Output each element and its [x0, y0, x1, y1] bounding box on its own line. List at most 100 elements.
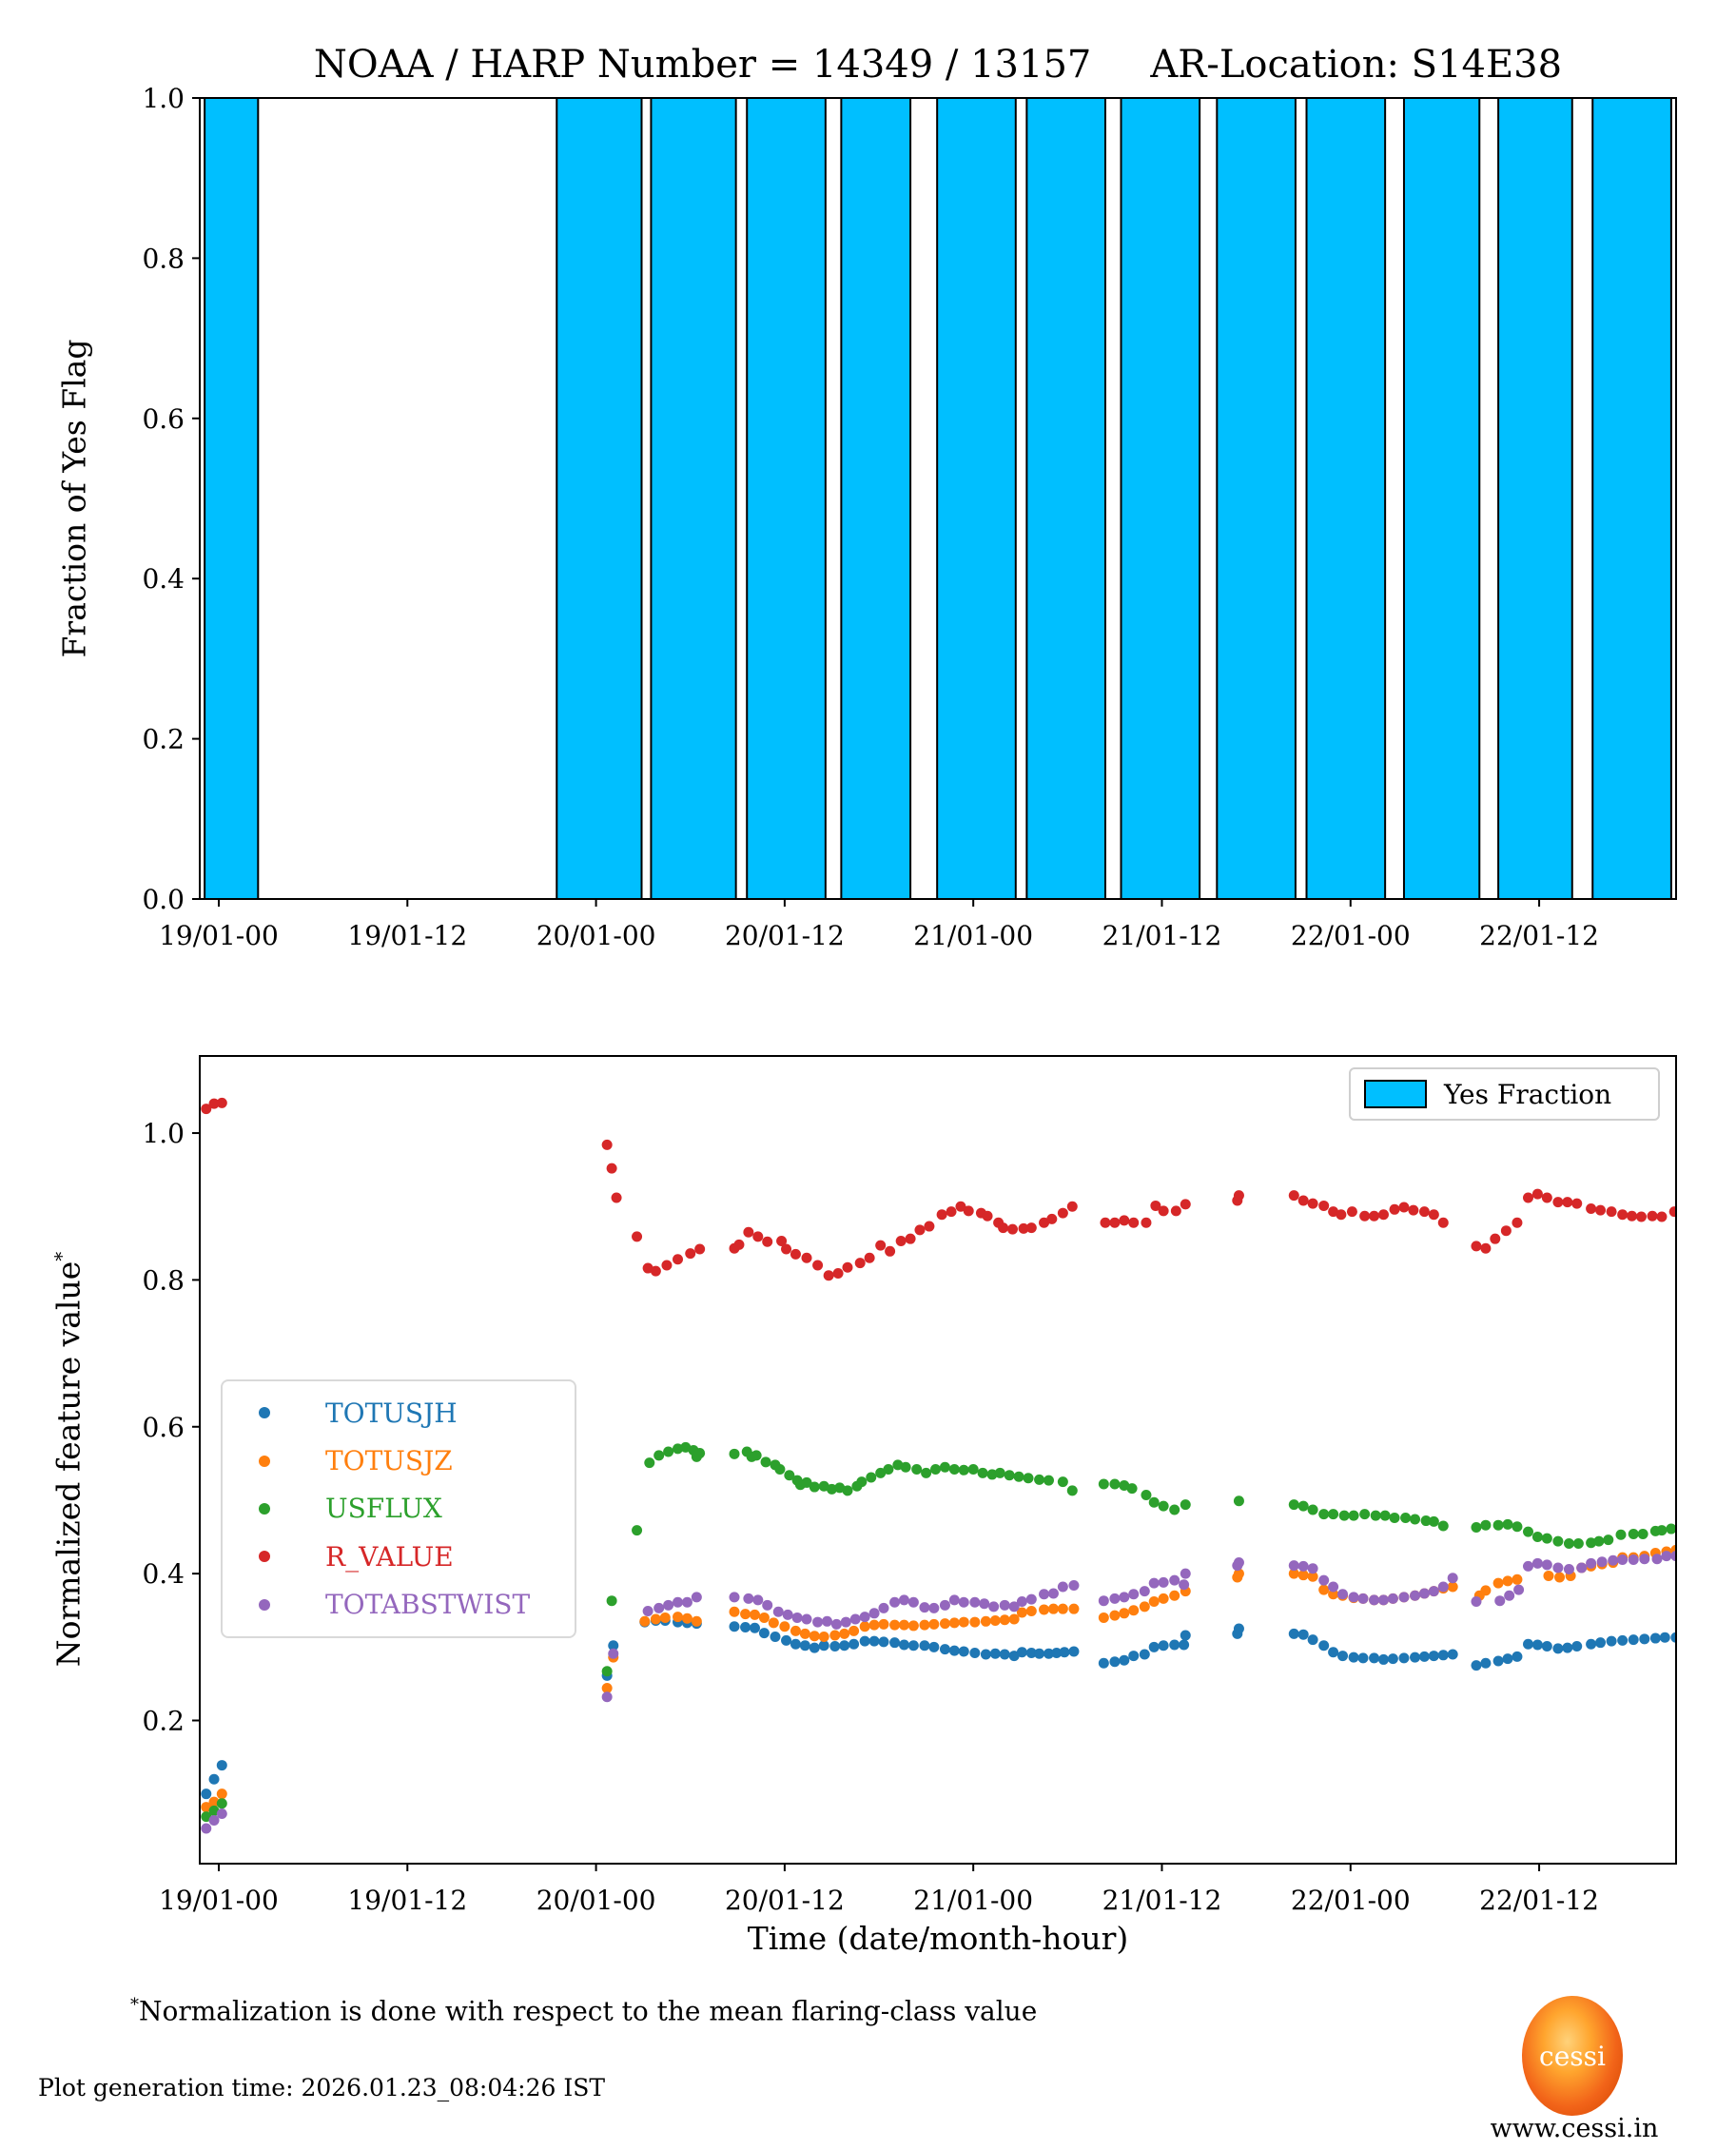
y-tick-label: 0.0	[142, 884, 185, 915]
ylabel-asterisk: *	[49, 1251, 73, 1261]
data-point	[1379, 1510, 1391, 1521]
x-tick-label: 20/01-12	[725, 920, 845, 951]
data-point	[1318, 1200, 1330, 1211]
data-point	[1128, 1651, 1140, 1662]
data-point	[898, 1619, 909, 1631]
legend-label-TOTABSTWIST: TOTABSTWIST	[325, 1589, 531, 1621]
data-point	[784, 1470, 795, 1481]
data-point	[1563, 1537, 1574, 1549]
data-point	[1328, 1206, 1339, 1218]
data-point	[982, 1210, 993, 1222]
x-tick-label: 19/01-00	[159, 1885, 279, 1916]
data-point	[1437, 1650, 1449, 1661]
data-point	[760, 1456, 771, 1468]
data-point	[1593, 1535, 1605, 1547]
data-point	[963, 1205, 974, 1217]
data-point	[1169, 1574, 1180, 1586]
data-point	[948, 1617, 960, 1629]
data-point	[801, 1613, 812, 1625]
data-point	[1576, 1562, 1588, 1573]
data-point	[653, 1450, 665, 1461]
x-tick-label: 21/01-12	[1102, 920, 1222, 951]
legend-label-USFLUX: USFLUX	[325, 1493, 442, 1525]
data-point	[673, 1596, 684, 1608]
data-point	[681, 1596, 692, 1608]
data-point	[1039, 1589, 1050, 1600]
data-point	[762, 1236, 773, 1247]
data-point	[928, 1602, 940, 1613]
legend-marker-TOTABSTWIST	[259, 1598, 270, 1611]
data-point	[1288, 1190, 1299, 1202]
data-point	[889, 1619, 901, 1631]
data-point	[1359, 1509, 1371, 1520]
data-point	[642, 1605, 653, 1616]
y-axis-ticks: 0.2 0.4 0.6 0.8 1.0	[142, 1118, 200, 1736]
data-point	[1595, 1637, 1607, 1649]
cessi-website-link[interactable]: www.cessi.in	[1490, 2114, 1659, 2143]
data-point	[1057, 1603, 1068, 1614]
data-point	[1492, 1577, 1504, 1589]
data-point	[1523, 1192, 1534, 1203]
data-point	[751, 1450, 762, 1461]
data-point	[685, 1248, 696, 1260]
data-point	[752, 1231, 764, 1242]
data-point	[1606, 1206, 1617, 1218]
x-tick-label: 22/01-00	[1291, 920, 1411, 951]
data-point	[1572, 1537, 1584, 1549]
data-point	[1447, 1581, 1458, 1593]
data-point	[1139, 1586, 1150, 1597]
data-point	[986, 1469, 998, 1480]
data-point	[1098, 1478, 1109, 1490]
data-point	[752, 1594, 764, 1606]
data-point	[782, 1609, 793, 1620]
data-point	[823, 1270, 834, 1281]
data-point	[790, 1625, 801, 1636]
data-point	[1006, 1223, 1018, 1235]
data-point	[856, 1476, 868, 1488]
data-point	[1512, 1521, 1523, 1533]
data-point	[216, 1788, 227, 1800]
data-point	[1617, 1634, 1629, 1646]
x-tick-label: 19/01-12	[347, 1885, 467, 1916]
data-point	[1023, 1473, 1034, 1484]
data-point	[839, 1628, 850, 1639]
data-point	[822, 1615, 833, 1627]
yes-fraction-bar	[936, 97, 1017, 900]
scatter-points	[201, 1097, 1676, 1834]
data-point	[1541, 1192, 1552, 1203]
data-point	[1016, 1595, 1027, 1607]
data-point	[606, 1595, 617, 1607]
data-point	[729, 1592, 740, 1603]
data-point	[859, 1635, 870, 1647]
data-point	[900, 1461, 911, 1473]
data-point	[999, 1614, 1010, 1626]
series-USFLUX	[201, 1441, 1676, 1823]
data-point	[1437, 1520, 1449, 1532]
data-point	[663, 1599, 674, 1611]
data-point	[818, 1480, 829, 1492]
data-point	[1109, 1478, 1121, 1490]
data-point	[1596, 1556, 1608, 1568]
plot-generation-time: Plot generation time: 2026.01.23_08:04:2…	[38, 2074, 606, 2101]
data-point	[653, 1602, 665, 1613]
data-point	[1018, 1222, 1029, 1234]
data-point	[673, 1612, 684, 1623]
y-tick-label: 0.8	[142, 1264, 185, 1296]
data-point	[1233, 1557, 1244, 1569]
data-point	[208, 1773, 220, 1785]
data-point	[608, 1640, 619, 1652]
data-point	[1025, 1593, 1037, 1605]
data-point	[1337, 1589, 1349, 1600]
data-point	[1025, 1647, 1037, 1658]
data-point	[989, 1648, 1001, 1659]
data-point	[1418, 1651, 1430, 1662]
x-tick-label: 21/01-12	[1102, 1885, 1222, 1916]
data-point	[1531, 1557, 1543, 1569]
y-tick-label: 0.2	[142, 724, 185, 755]
data-point	[1043, 1475, 1054, 1486]
data-point	[1531, 1639, 1543, 1651]
legend-item-TOTUSJH: TOTUSJH	[223, 1389, 575, 1437]
data-point	[1148, 1496, 1160, 1508]
data-point	[733, 1239, 745, 1250]
data-point	[924, 1221, 935, 1232]
